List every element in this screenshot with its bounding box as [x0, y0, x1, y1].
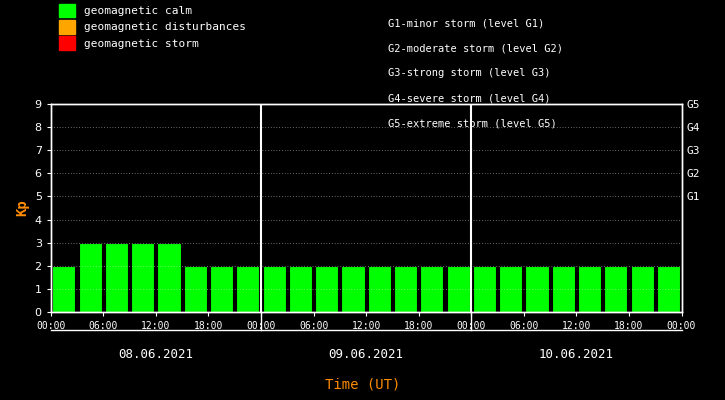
Text: Time (UT): Time (UT)	[325, 377, 400, 391]
Bar	[604, 266, 627, 312]
Bar	[657, 266, 680, 312]
Text: 10.06.2021: 10.06.2021	[539, 348, 614, 360]
Bar	[105, 243, 128, 312]
Text: G5-extreme storm (level G5): G5-extreme storm (level G5)	[388, 119, 557, 129]
Bar	[78, 243, 102, 312]
Text: G4-severe storm (level G4): G4-severe storm (level G4)	[388, 94, 550, 104]
Bar	[183, 266, 207, 312]
Bar	[157, 243, 181, 312]
Bar	[131, 243, 154, 312]
Text: G2-moderate storm (level G2): G2-moderate storm (level G2)	[388, 43, 563, 53]
Text: 09.06.2021: 09.06.2021	[328, 348, 404, 360]
Bar	[52, 266, 75, 312]
Bar	[394, 266, 417, 312]
Bar	[473, 266, 496, 312]
Bar	[499, 266, 522, 312]
Bar	[447, 266, 470, 312]
Text: G1-minor storm (level G1): G1-minor storm (level G1)	[388, 18, 544, 28]
Bar	[631, 266, 654, 312]
Bar	[262, 266, 286, 312]
Bar	[552, 266, 575, 312]
Bar	[578, 266, 601, 312]
Bar	[526, 266, 549, 312]
Text: 08.06.2021: 08.06.2021	[118, 348, 194, 360]
Bar	[420, 266, 444, 312]
Bar	[368, 266, 391, 312]
Text: G3-strong storm (level G3): G3-strong storm (level G3)	[388, 68, 550, 78]
Bar	[210, 266, 233, 312]
Bar	[289, 266, 312, 312]
Bar	[315, 266, 339, 312]
Bar	[341, 266, 365, 312]
Legend: geomagnetic calm, geomagnetic disturbances, geomagnetic storm: geomagnetic calm, geomagnetic disturbanc…	[57, 1, 248, 52]
Bar	[236, 266, 260, 312]
Y-axis label: Kp: Kp	[15, 200, 29, 216]
